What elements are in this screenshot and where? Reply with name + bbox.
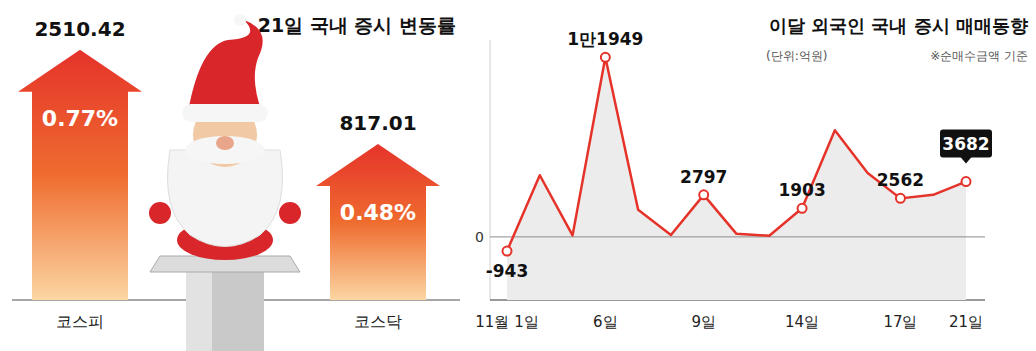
santa-nose	[216, 136, 234, 150]
arrow-bar	[316, 144, 440, 300]
data-label: 2562	[877, 170, 924, 190]
page: {"chart_data": [ {"type": "bar", "title"…	[0, 0, 1036, 351]
x-tick-label: 6일	[593, 313, 618, 331]
chart-root: 21일 국내 증시 변동률 0.77% 2510.42 코스피 0.48% 817.01 코…	[0, 0, 1036, 351]
x-tick-label: 코스닥	[354, 312, 402, 331]
point-marker	[962, 177, 971, 186]
point-marker	[896, 194, 905, 203]
x-tick-label: 코스피	[56, 312, 104, 331]
data-label: -943	[486, 261, 529, 281]
data-label: 1만1949	[567, 29, 643, 49]
santa-hat-band	[182, 104, 268, 122]
annotation: ※순매수금액 기준	[930, 49, 1028, 63]
santa-hat	[188, 20, 263, 112]
data-label: 1903	[778, 180, 825, 200]
data-label: 0.77%	[42, 106, 118, 131]
point-marker	[503, 247, 512, 256]
point-marker	[798, 204, 807, 213]
plot-group	[490, 53, 985, 300]
data-label: 2797	[680, 167, 727, 187]
x-tick-label: 21일	[949, 313, 983, 331]
arrow-bar	[18, 50, 142, 300]
area-fill	[507, 57, 966, 300]
data-label: 0.48%	[340, 200, 416, 225]
highlight-pointer	[960, 157, 972, 164]
index-level: 2510.42	[34, 17, 125, 41]
x-tick-label: 17일	[883, 313, 917, 331]
grid-line	[490, 236, 985, 237]
highlight-box	[940, 130, 992, 158]
line-series	[507, 57, 966, 251]
point-marker	[699, 190, 708, 199]
chart-title: 이달 외국인 국내 증시 매매동향	[769, 15, 1028, 36]
santa-pompom	[234, 14, 246, 26]
santa-hand	[149, 202, 171, 224]
santa-hand	[279, 202, 301, 224]
index-level: 817.01	[339, 111, 416, 135]
x-tick-label: 11월 1일	[475, 313, 538, 331]
chimney-light	[186, 270, 212, 351]
y-tick-label: 0	[475, 229, 484, 245]
chart-subtitle: (단위:억원)	[766, 49, 827, 63]
data-label: 3682	[942, 134, 989, 154]
chart-title: 21일 국내 증시 변동률	[258, 14, 456, 36]
chimney	[186, 270, 264, 351]
santa-mustache	[185, 136, 265, 164]
x-tick-label: 14일	[785, 313, 819, 331]
point-marker	[601, 53, 610, 62]
santa	[149, 14, 301, 351]
x-tick-label: 9일	[691, 313, 716, 331]
